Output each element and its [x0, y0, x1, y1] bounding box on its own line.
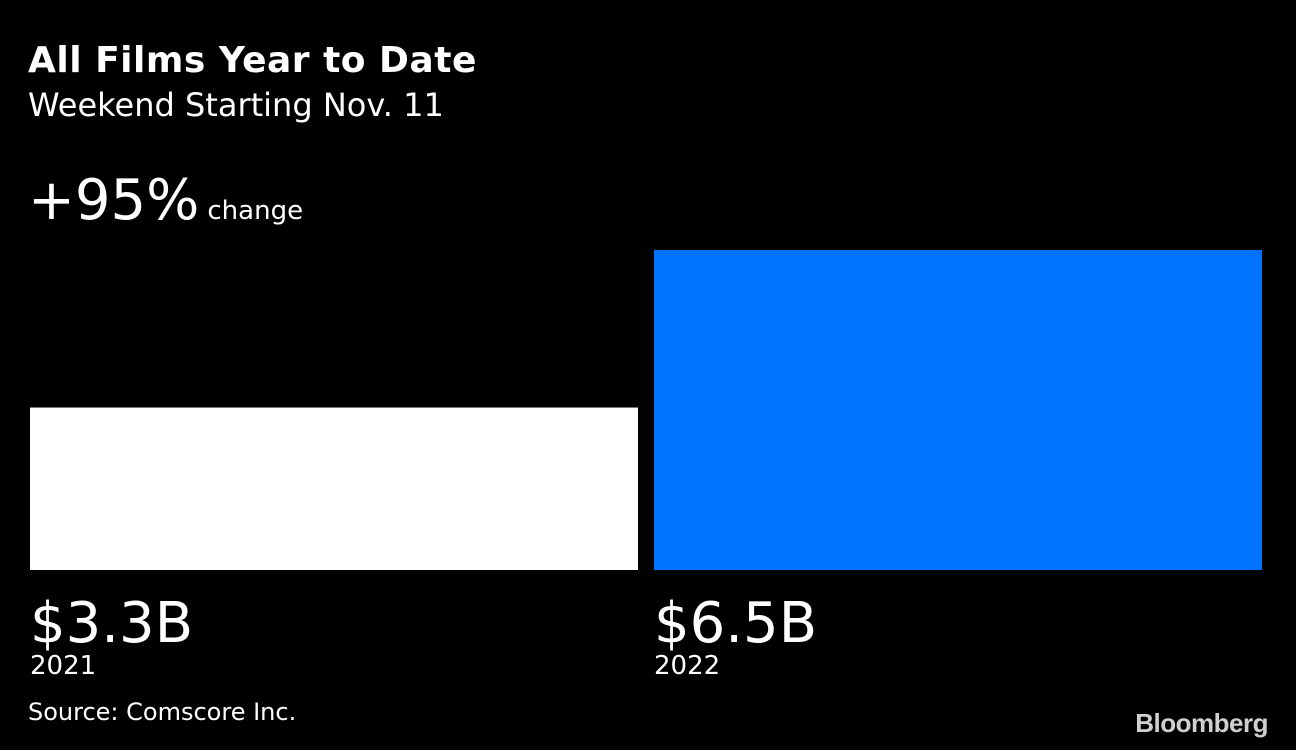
change-value: +95%	[28, 168, 200, 233]
bar-2022	[654, 250, 1262, 570]
category-label-2021: 2021	[30, 651, 96, 681]
page-subtitle: Weekend Starting Nov. 11	[28, 86, 444, 124]
bar-2021	[30, 407, 638, 570]
category-label-2022: 2022	[654, 651, 720, 681]
change-label: change	[207, 196, 304, 226]
bloomberg-logo: Bloomberg	[1135, 708, 1268, 738]
change-annotation: +95% change	[28, 168, 303, 233]
value-label-2022: $6.5B	[654, 591, 817, 656]
page-title: All Films Year to Date	[28, 40, 477, 81]
value-label-2021: $3.3B	[30, 591, 193, 656]
source-note: Source: Comscore Inc.	[28, 698, 297, 726]
